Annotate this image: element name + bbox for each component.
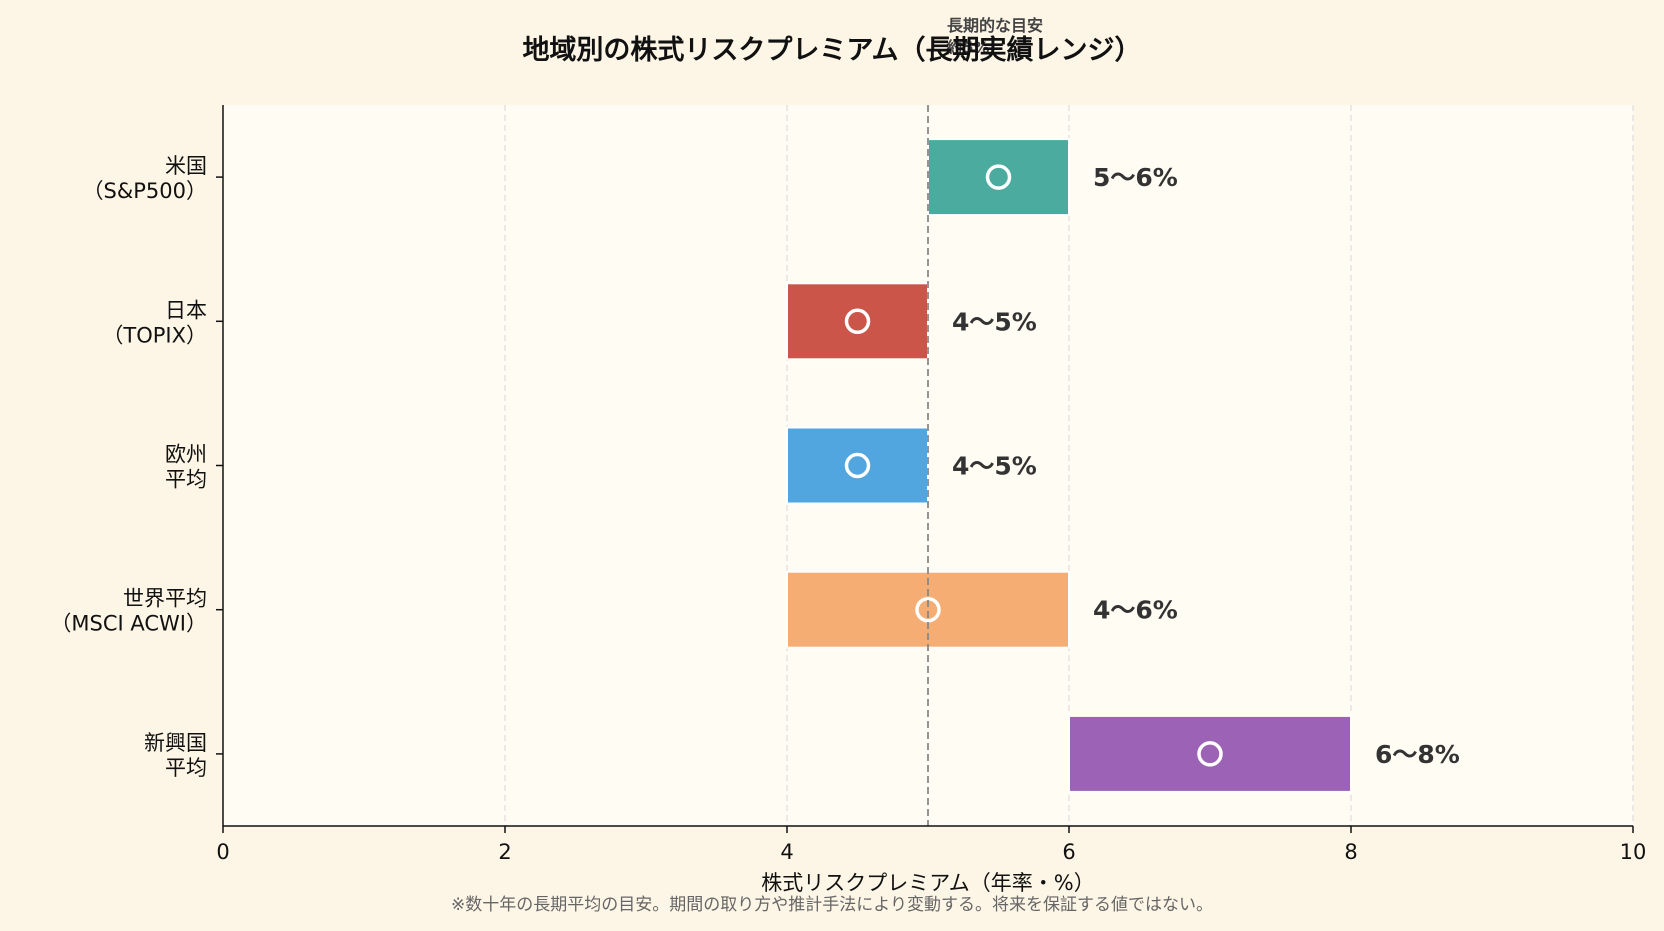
range-bar	[927, 138, 1070, 217]
x-tick-label: 10	[1620, 840, 1647, 864]
y-tick-label-line: 欧州	[165, 443, 207, 467]
y-tick-label: 世界平均（MSCI ACWI）	[50, 587, 207, 636]
data-label: 4〜5%	[952, 452, 1037, 481]
y-tick-label-line: （S&P500）	[83, 179, 207, 203]
y-tick-label: 欧州平均	[165, 443, 207, 492]
y-tick-label-line: （MSCI ACWI）	[50, 612, 207, 636]
midpoint-marker	[915, 596, 941, 623]
midpoint-marker	[844, 452, 871, 479]
y-tick-label: 日本（TOPIX）	[102, 298, 207, 347]
range-bar	[786, 426, 929, 505]
y-tick-label-line: 日本	[165, 298, 207, 322]
x-tick-label: 2	[498, 840, 511, 864]
y-tick-label-line: 平均	[165, 468, 207, 492]
reference-label-line1: 長期的な目安	[947, 16, 1043, 35]
x-tick-label: 8	[1344, 840, 1357, 864]
y-tick-label-line: 米国	[165, 154, 207, 178]
y-tick-label-line: 新興国	[144, 731, 207, 755]
data-label: 4〜5%	[952, 307, 1037, 336]
y-tick-label: 米国（S&P500）	[83, 154, 207, 203]
midpoint-marker	[844, 308, 871, 335]
footnote: ※数十年の長期平均の目安。期間の取り方や推計手法により変動する。将来を保証する値…	[451, 895, 1213, 915]
y-tick-label: 新興国平均	[144, 731, 207, 780]
data-label: 4〜6%	[1093, 596, 1178, 625]
x-axis-label: 株式リスクプレミアム（年率・%）	[761, 871, 1094, 895]
reference-label-line2: 約5%	[946, 38, 989, 57]
range-bar	[786, 282, 929, 361]
y-tick-label-line: （TOPIX）	[102, 323, 207, 347]
axis-ticks: 0 2 4 6 8 10米国（S&P500）日本（TOPIX）欧州平均世界平均（MSCI …	[50, 154, 1646, 864]
midpoint-marker	[1197, 741, 1223, 767]
x-tick-label: 0	[216, 840, 229, 864]
y-tick-label-line: 世界平均	[123, 587, 207, 611]
chart-title: 地域別の株式リスクプレミアム（長期実績レンジ）	[522, 34, 1141, 66]
range-bar	[1068, 714, 1352, 793]
y-tick-label-line: 平均	[165, 756, 207, 780]
data-label: 5〜6%	[1093, 163, 1178, 192]
x-tick-label: 6	[1062, 840, 1075, 864]
x-tick-label: 4	[780, 840, 793, 864]
data-label: 6〜8%	[1375, 740, 1460, 769]
midpoint-marker	[985, 164, 1012, 190]
